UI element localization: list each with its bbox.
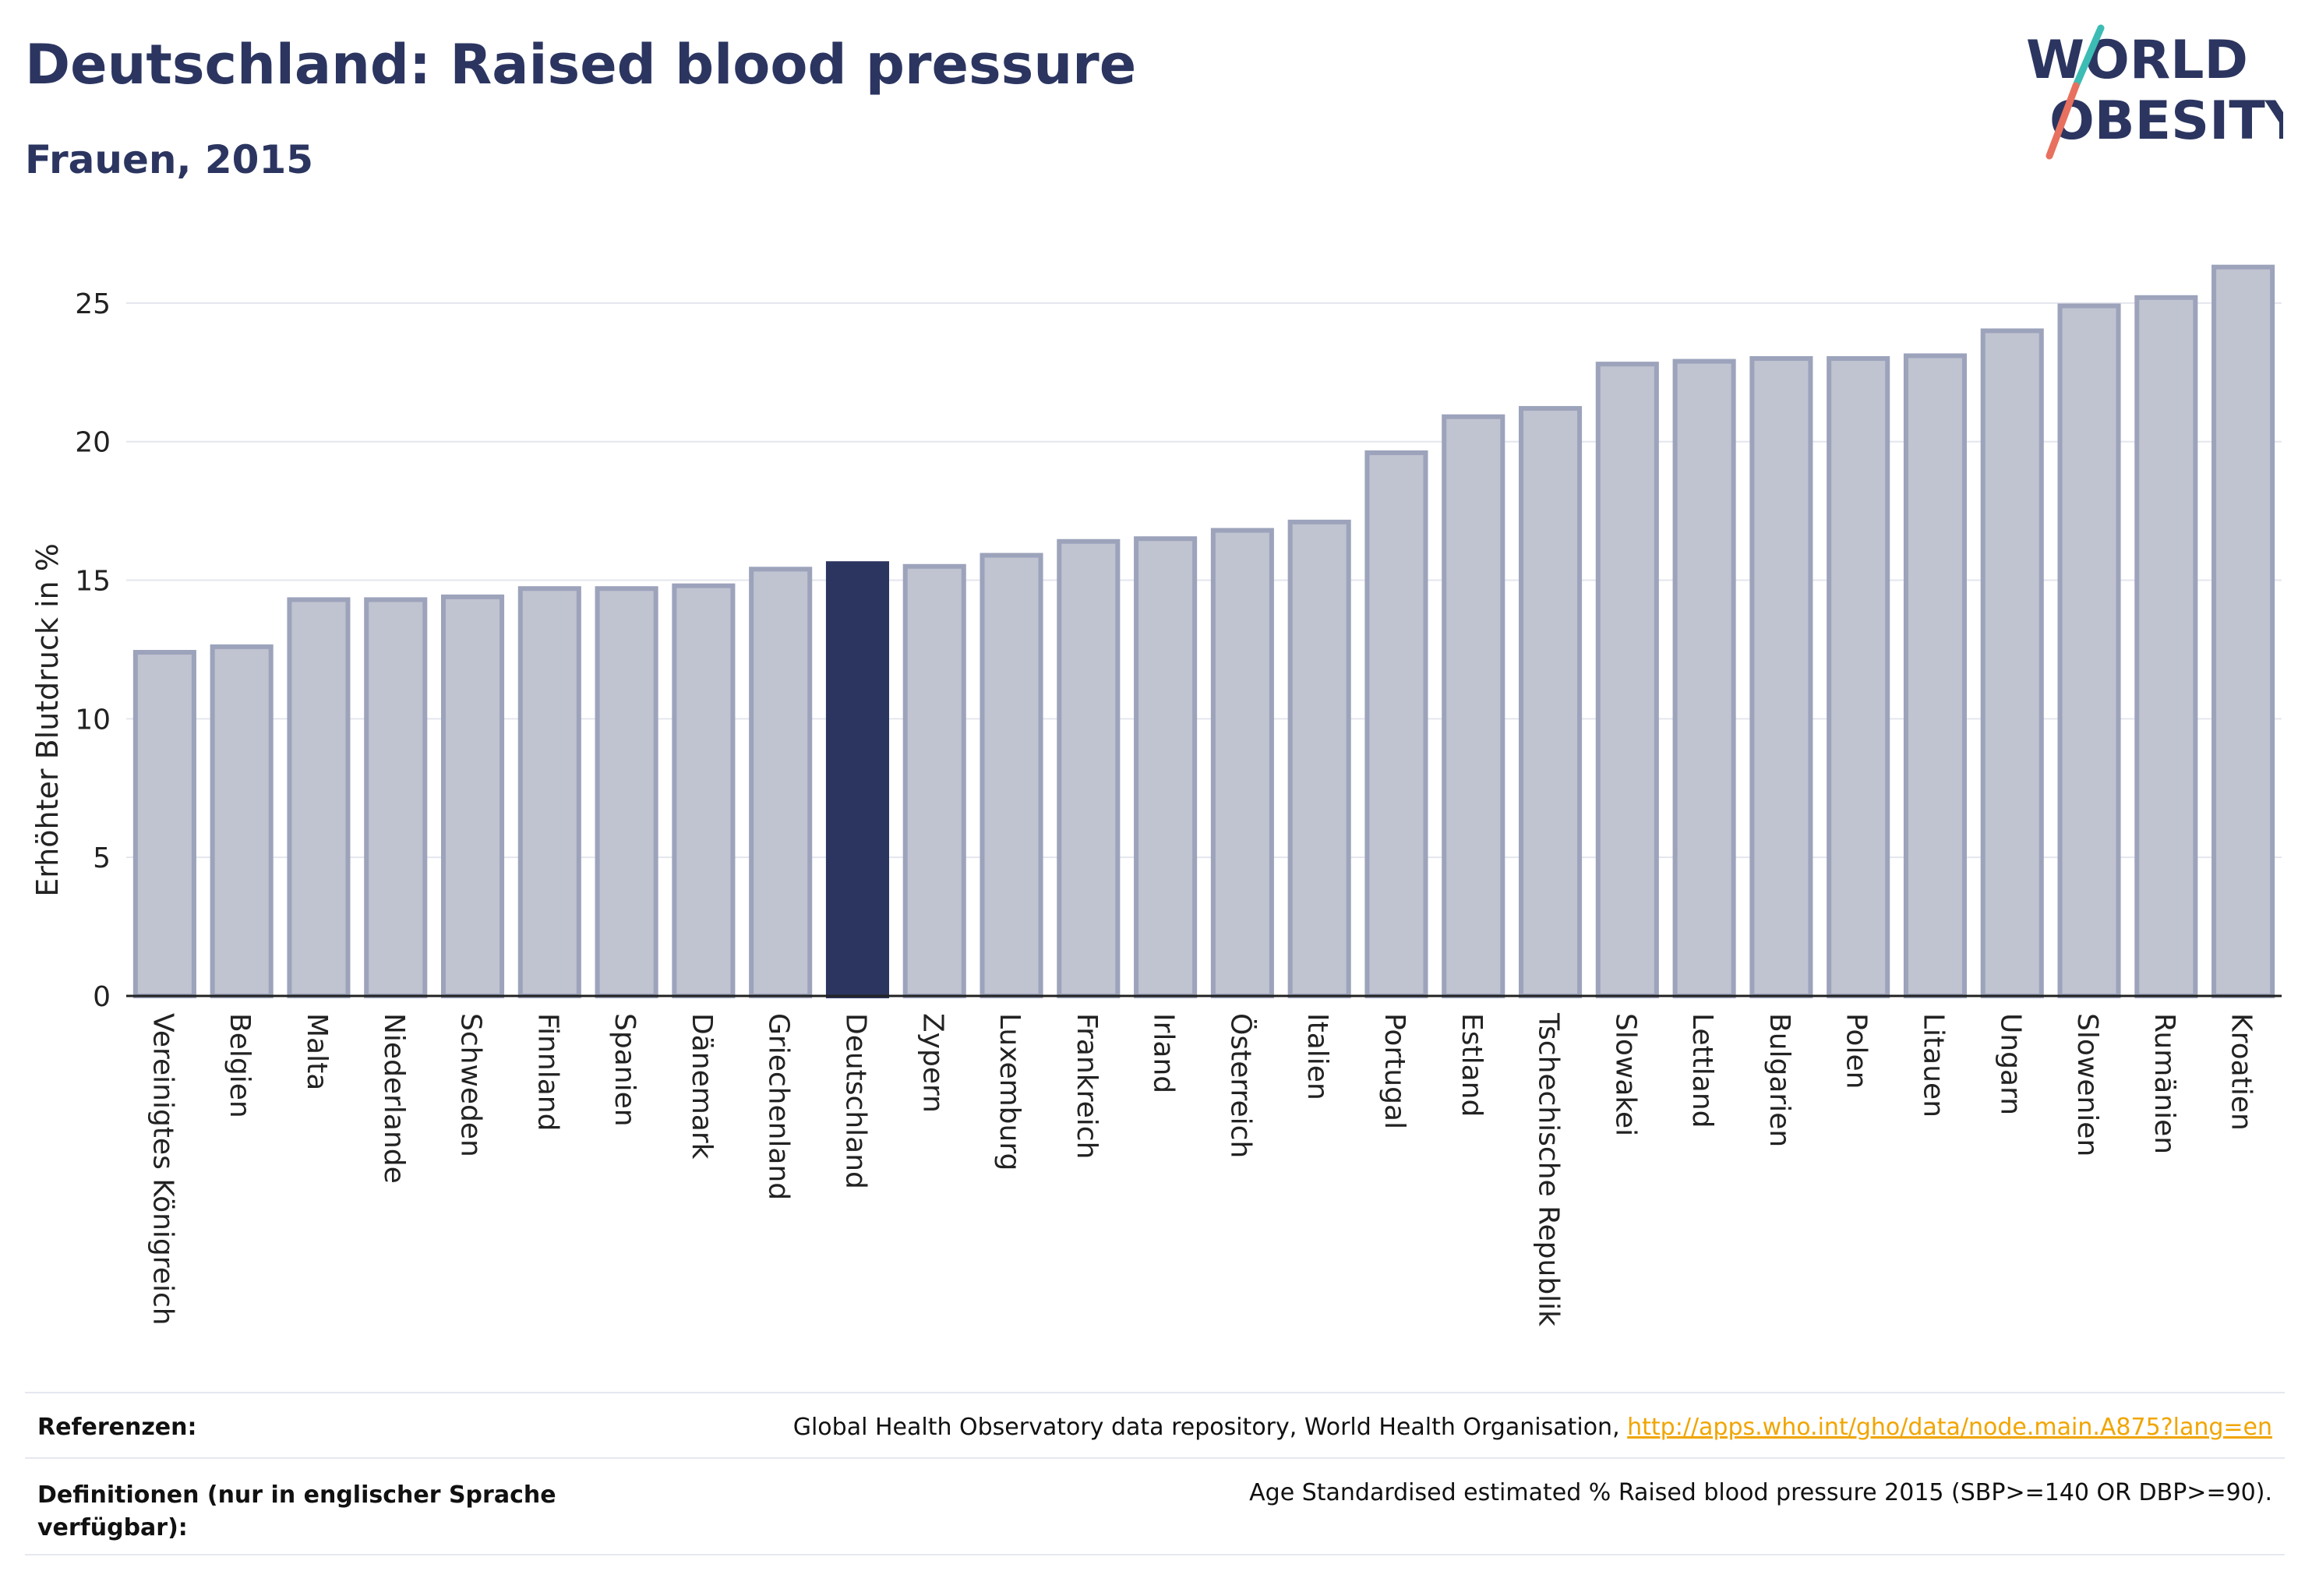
bar-frankreich xyxy=(1057,538,1121,998)
x-tick-label: Slowakei xyxy=(1609,1013,1641,1136)
bar-malta xyxy=(287,597,351,998)
x-tick-label: Spanien xyxy=(609,1013,641,1127)
bar-tschechische-republik xyxy=(1518,406,1583,998)
x-tick-label: Litauen xyxy=(1917,1013,1949,1118)
references-row: Referenzen: Global Health Observatory da… xyxy=(25,1414,2285,1448)
footer-divider-top xyxy=(25,1392,2285,1393)
bar-zypern xyxy=(902,563,966,998)
page-subtitle: Frauen, 2015 xyxy=(25,137,314,182)
bar-kroatien xyxy=(2211,264,2275,998)
bar-finnland xyxy=(517,586,581,998)
footer-divider-mid xyxy=(25,1457,2285,1459)
bar-italien xyxy=(1287,519,1351,998)
x-tick-label: Österreich xyxy=(1224,1013,1257,1158)
x-tick-label: Lettland xyxy=(1686,1013,1718,1128)
x-tick-label: Polen xyxy=(1841,1013,1873,1089)
x-tick-label: Slowenien xyxy=(2071,1013,2103,1156)
page-title: Deutschland: Raised blood pressure xyxy=(25,33,1137,97)
y-tick-label: 0 xyxy=(93,981,111,1013)
bar-spanien xyxy=(595,586,658,998)
x-tick-label: Estland xyxy=(1456,1013,1488,1117)
y-axis-title: Erhöhter Blutdruck in % xyxy=(30,543,65,897)
bar-griechenland xyxy=(749,567,813,998)
logo-text-world: WORLD xyxy=(2026,30,2248,91)
x-tick-label: Luxemburg xyxy=(994,1013,1025,1171)
bar-deutschland xyxy=(825,561,890,998)
definitions-label: Definitionen (nur in englischer Sprache v… xyxy=(37,1479,556,1545)
x-tick-label: Ungarn xyxy=(1994,1013,2026,1115)
x-tick-label: Dänemark xyxy=(686,1013,718,1160)
definitions-row: Definitionen (nur in englischer Sprache v… xyxy=(25,1479,2285,1549)
definitions-label-line1: Definitionen (nur in englischer Sprache xyxy=(37,1481,556,1509)
world-obesity-logo: WORLD OBESITY xyxy=(2026,24,2283,160)
bar-lettland xyxy=(1672,358,1736,998)
x-tick-label: Schweden xyxy=(455,1013,487,1157)
axis-labels: 0 5 10 15 20 25 Vereinigtes Königreich Belgien M… xyxy=(75,288,2257,1326)
x-tick-label: Italien xyxy=(1301,1013,1333,1100)
y-tick-label: 15 xyxy=(75,566,111,598)
bar-estland xyxy=(1442,414,1505,998)
bar-ungarn xyxy=(1980,328,2044,998)
bars xyxy=(132,264,2275,999)
x-tick-label: Zypern xyxy=(916,1013,948,1113)
x-tick-label: Finnland xyxy=(531,1013,563,1131)
footer-divider-bottom xyxy=(25,1554,2285,1555)
bar-niederlande xyxy=(364,597,428,998)
y-tick-label: 25 xyxy=(75,288,111,320)
x-tick-label: Griechenland xyxy=(763,1013,795,1200)
x-tick-label: Deutschland xyxy=(839,1013,871,1189)
x-tick-label: Kroatien xyxy=(2226,1013,2257,1131)
logo-text-obesity: OBESITY xyxy=(2049,90,2283,152)
y-tick-label: 10 xyxy=(75,704,111,736)
bar-slowakei xyxy=(1595,362,1659,998)
bar-chart: 0 5 10 15 20 25 Vereinigtes Königreich Belgien M… xyxy=(30,264,2282,1326)
bar-rumänien xyxy=(2134,295,2198,998)
bar-slowenien xyxy=(2057,303,2121,998)
x-tick-label: Bulgarien xyxy=(1763,1013,1795,1147)
y-tick-label: 5 xyxy=(93,842,111,874)
bar-schweden xyxy=(440,594,505,998)
x-tick-label: Niederlande xyxy=(378,1013,410,1184)
bar-bulgarien xyxy=(1749,356,1813,998)
x-tick-label: Frankreich xyxy=(1071,1013,1103,1159)
bar-belgien xyxy=(210,644,274,998)
logo-slash-teal xyxy=(2072,24,2105,90)
bar-irland xyxy=(1134,536,1198,998)
logo-slash-coral xyxy=(2046,82,2080,160)
x-tick-label: Portugal xyxy=(1378,1013,1410,1129)
definitions-label-line2: verfügbar): xyxy=(37,1514,188,1541)
bar-dänemark xyxy=(672,583,736,998)
x-tick-label: Irland xyxy=(1148,1013,1180,1093)
references-label: Referenzen: xyxy=(37,1414,197,1441)
bar-litauen xyxy=(1903,353,1968,999)
x-tick-label: Rumänien xyxy=(2148,1013,2180,1154)
x-tick-label: Vereinigtes Königreich xyxy=(146,1013,178,1326)
bar-vereinigtes-königreich xyxy=(132,650,196,999)
references-value: Global Health Observatory data repositor… xyxy=(793,1414,2272,1441)
x-tick-label: Belgien xyxy=(224,1013,256,1118)
x-tick-label: Malta xyxy=(301,1013,333,1090)
bar-österreich xyxy=(1210,528,1274,998)
references-link[interactable]: http://apps.who.int/gho/data/node.main.A… xyxy=(1627,1414,2272,1441)
x-tick-label: Tschechische Republik xyxy=(1533,1012,1565,1326)
bar-polen xyxy=(1827,356,1890,998)
bar-portugal xyxy=(1364,450,1428,998)
references-text: Global Health Observatory data repositor… xyxy=(792,1414,1628,1441)
bar-luxemburg xyxy=(980,553,1043,998)
definitions-text: Age Standardised estimated % Raised bloo… xyxy=(1249,1479,2272,1506)
y-tick-label: 20 xyxy=(75,427,111,459)
